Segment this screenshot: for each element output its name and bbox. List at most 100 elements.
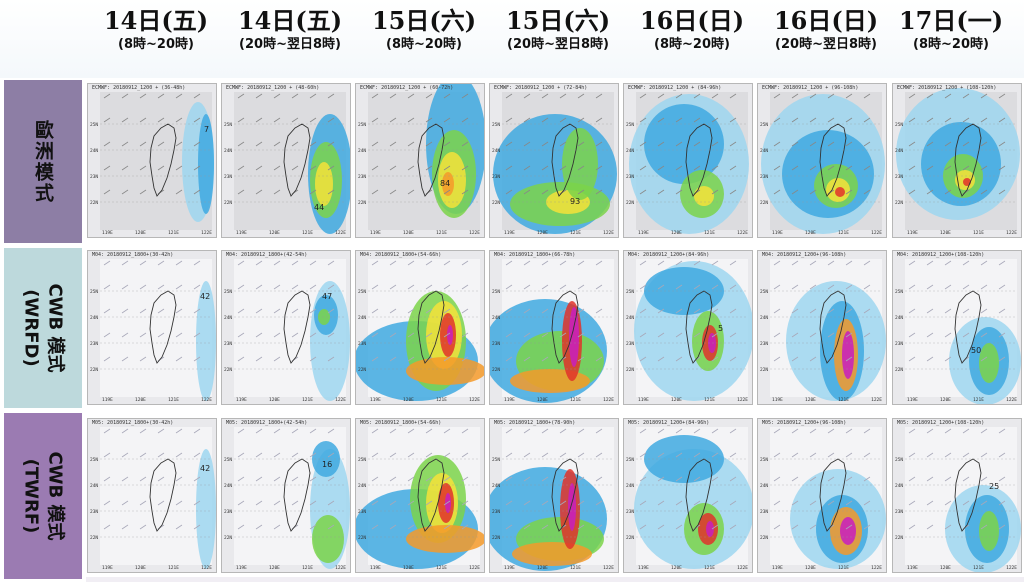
wind-barb — [371, 356, 379, 362]
map-plot-area — [100, 259, 212, 397]
rainfall-area — [315, 162, 333, 206]
wind-barb — [791, 117, 799, 123]
lat-tick-label: 22N — [895, 367, 903, 373]
lon-tick-label: 120E — [269, 566, 280, 571]
lat-tick-label: 25N — [626, 457, 634, 463]
wind-barb — [193, 284, 201, 290]
wind-barb — [926, 93, 934, 99]
wind-barb — [175, 500, 183, 506]
wind-barb — [443, 308, 451, 314]
taiwan-outline — [551, 123, 579, 197]
wind-barb — [139, 428, 147, 434]
wind-barb — [657, 165, 665, 171]
forecast-map-panel: 25N 24N 23N 22N 93 ECMWF: 20180912_1200 + (72… — [489, 83, 619, 238]
wind-barb — [389, 452, 397, 458]
wind-barb — [827, 452, 835, 458]
wind-barb — [291, 93, 299, 99]
wind-barb — [559, 308, 567, 314]
lat-tick-label: 22N — [626, 535, 634, 541]
wind-barb — [791, 93, 799, 99]
date-header: 16日(日) (8時~20時) — [625, 6, 759, 54]
wind-barb — [371, 260, 379, 266]
lon-tick-label: 121E — [838, 231, 849, 236]
wind-barb — [845, 117, 853, 123]
wind-barb — [675, 332, 683, 338]
lon-tick-label: 122E — [469, 231, 480, 236]
lon-axis: 119E 120E 121E 122E — [102, 566, 212, 571]
wind-barb — [926, 117, 934, 123]
row-label-rotated: CWB 模式 (TWRF) — [19, 451, 67, 540]
wind-barb — [998, 452, 1006, 458]
wind-barb — [657, 308, 665, 314]
forecast-map-panel: 25N 24N 23N 22N M04: 20180912_1200+(96-108h)… — [757, 250, 887, 405]
lon-tick-label: 121E — [168, 566, 179, 571]
lat-tick-label: 23N — [760, 341, 768, 347]
lon-tick-label: 122E — [603, 231, 614, 236]
wind-barb — [327, 260, 335, 266]
wind-barb — [121, 356, 129, 362]
rainfall-map: 25N 24N 23N 22N 84 — [358, 84, 484, 230]
panel-caption: M05: 20180912_1800+(54-66h) — [360, 420, 442, 426]
wind-barb — [559, 93, 567, 99]
wind-barb — [675, 117, 683, 123]
wind-barb — [773, 141, 781, 147]
wind-barb — [845, 165, 853, 171]
lat-tick-label: 24N — [760, 315, 768, 321]
wind-barb — [309, 284, 317, 290]
wind-barb — [139, 189, 147, 195]
wind-barb — [980, 260, 988, 266]
lat-tick-label: 24N — [90, 483, 98, 489]
lon-tick-label: 121E — [973, 566, 984, 571]
wind-barb — [962, 308, 970, 314]
wind-barb — [309, 524, 317, 530]
forecast-map-panel: 25N 24N 23N 22N M04: 20180912_1800+(54-66h) 1… — [355, 250, 485, 405]
rainfall-map: 25N 24N 23N 22N 42 — [90, 427, 216, 569]
rainfall-area — [835, 187, 845, 197]
wind-barb — [980, 117, 988, 123]
wind-barb — [791, 500, 799, 506]
wind-barb — [773, 189, 781, 195]
wind-barb — [273, 332, 281, 338]
lat-tick-label: 23N — [358, 174, 366, 180]
wind-barb — [863, 93, 871, 99]
wind-barb — [926, 524, 934, 530]
wind-barb — [675, 189, 683, 195]
lon-tick-label: 122E — [737, 231, 748, 236]
wind-barb — [577, 428, 585, 434]
wind-barb — [407, 500, 415, 506]
wind-barb — [237, 165, 245, 171]
wind-barb — [309, 165, 317, 171]
map-plot-area — [100, 427, 212, 565]
wind-barb — [944, 500, 952, 506]
wind-barb — [541, 428, 549, 434]
lat-tick-label: 23N — [358, 509, 366, 515]
lat-tick-label: 25N — [895, 457, 903, 463]
lat-tick-label: 23N — [626, 341, 634, 347]
forecast-map-panel: 25N 24N 23N 22N M05: 20180912_1800+(54-66h) 1… — [355, 418, 485, 573]
wind-barb — [944, 260, 952, 266]
wind-barb — [595, 332, 603, 338]
lon-axis: 119E 120E 121E 122E — [370, 231, 480, 236]
rainfall-area — [512, 542, 592, 566]
wind-barb — [809, 284, 817, 290]
wind-barb — [577, 500, 585, 506]
wind-barb — [407, 452, 415, 458]
wind-barb — [291, 332, 299, 338]
lon-tick-label: 120E — [537, 398, 548, 403]
wind-barb — [998, 356, 1006, 362]
wind-barb — [980, 332, 988, 338]
wind-barb — [711, 284, 719, 290]
wind-barb — [103, 500, 111, 506]
lon-tick-label: 121E — [302, 231, 313, 236]
header-day: 16日(日) — [639, 6, 745, 35]
date-header: 15日(六) (8時~20時) — [357, 6, 491, 54]
wind-barb — [443, 93, 451, 99]
wind-barb — [121, 500, 129, 506]
wind-barb — [675, 93, 683, 99]
panel-caption: ECMWF: 20180912_1200 + (60-72h) — [360, 85, 454, 91]
wind-barb — [809, 452, 817, 458]
rainfall-value-label: 42 — [200, 292, 210, 301]
wind-barb — [559, 165, 567, 171]
rainfall-map: 25N 24N 23N 22N — [760, 92, 885, 234]
row-label-rotated: CWB 模式 (WRFD) — [19, 283, 67, 372]
